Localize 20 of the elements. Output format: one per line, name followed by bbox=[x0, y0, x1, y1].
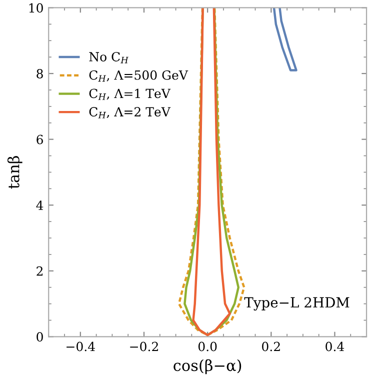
legend-label: C$_{H}$, Λ=500 GeV bbox=[89, 70, 188, 82]
legend-label: C$_{H}$, Λ=2 TeV bbox=[89, 107, 171, 118]
y-axis-title: tanβ bbox=[7, 156, 22, 189]
y-tick-label: 0 bbox=[36, 332, 43, 342]
x-tick-label: 0.2 bbox=[262, 342, 280, 352]
y-tick-label: 10 bbox=[29, 3, 43, 13]
y-tick-label: 6 bbox=[36, 134, 43, 144]
legend-label: No C$_{H}$ bbox=[89, 52, 129, 64]
y-tick-label: 8 bbox=[36, 69, 43, 78]
annotation: Type−L 2HDM bbox=[244, 297, 350, 311]
x-tick-label: −0.2 bbox=[130, 342, 158, 352]
y-tick-label: 2 bbox=[36, 266, 43, 276]
line-series bbox=[192, 8, 231, 336]
x-tick-label: 0.0 bbox=[198, 342, 217, 352]
x-tick-label: −0.4 bbox=[66, 342, 95, 352]
line-series bbox=[272, 8, 298, 72]
legend-label: C$_{H}$, Λ=1 TeV bbox=[89, 88, 171, 100]
y-tick-label: 4 bbox=[36, 200, 44, 210]
x-tick-label: 0.4 bbox=[326, 342, 344, 352]
x-axis-title: cos(β−α) bbox=[174, 359, 242, 374]
